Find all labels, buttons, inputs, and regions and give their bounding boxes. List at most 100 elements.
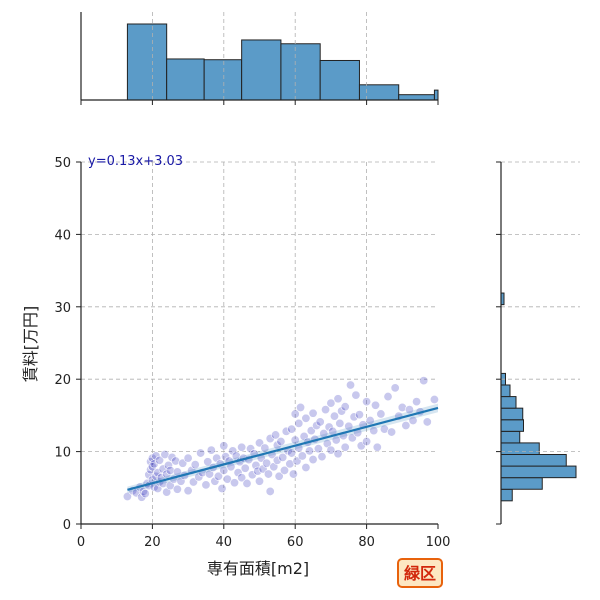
scatter-point [247, 470, 257, 480]
scatter-point [137, 492, 147, 502]
scatter-point [422, 417, 432, 427]
scatter-point [315, 417, 325, 427]
x-tick-label: 0 [77, 535, 85, 550]
right-histogram-bar [500, 396, 517, 409]
scatter-point [313, 444, 323, 454]
x-tick-label: 40 [216, 535, 233, 550]
scatter-point [160, 449, 170, 459]
scatter-point [278, 452, 288, 462]
scatter-point [362, 397, 372, 407]
scatter-point [335, 418, 345, 428]
scatter-point [237, 442, 247, 452]
badge-box [397, 558, 443, 588]
scatter-point [369, 426, 379, 436]
scatter-point [233, 468, 243, 478]
scatter-point [240, 463, 250, 473]
scatter-point [290, 409, 300, 419]
top-histogram-bar [433, 89, 439, 101]
y-tick-label: 40 [54, 228, 71, 243]
scatter-point [176, 476, 186, 486]
scatter-point [317, 452, 327, 462]
scatter-point [404, 405, 414, 415]
scatter-point [201, 480, 211, 490]
scatter-point [412, 397, 422, 407]
scatter-point [390, 383, 400, 393]
scatter-point [155, 455, 165, 465]
scatter-point [340, 402, 350, 412]
scatter-point [285, 459, 295, 469]
scatter-point [262, 458, 272, 468]
scatter-point [163, 460, 173, 470]
top-histogram-bar [280, 43, 321, 101]
right-histogram-bar [500, 384, 511, 398]
right-histogram [500, 292, 577, 502]
scatter-point [253, 466, 263, 476]
top-histogram-bar [126, 23, 168, 101]
scatter-point [279, 465, 289, 475]
scatter-point [371, 400, 381, 410]
scatter-point [219, 465, 229, 475]
scatter-point [287, 424, 297, 434]
scatter-point [401, 421, 411, 431]
scatter-point [340, 442, 350, 452]
scatter-points [122, 376, 439, 502]
scatter-point [272, 455, 282, 465]
scatter-point [263, 469, 273, 479]
scatter-point [354, 410, 364, 420]
scatter-point [196, 448, 206, 458]
scatter-point [299, 431, 309, 441]
district-badge: 緑区 [397, 558, 443, 588]
scatter-point [304, 446, 314, 456]
scatter-point [383, 392, 393, 402]
scatter-point [246, 444, 256, 454]
x-axis-title: 専有面積[m2] [207, 559, 309, 578]
scatter-point [365, 415, 375, 425]
scatter-point [290, 435, 300, 445]
scatter-point [397, 402, 407, 412]
scatter-point [251, 460, 261, 470]
scatter-point [296, 402, 306, 412]
x-tick-labels: 0 20 40 60 80 100 [77, 100, 451, 550]
scatter-point [162, 469, 172, 479]
scatter-point [167, 452, 177, 462]
scatter-point [190, 460, 200, 470]
right-histogram-bar [500, 407, 524, 421]
y-axis-title: 賃料[万円] [21, 306, 40, 383]
x-tick-label: 20 [144, 535, 161, 550]
axes [80, 12, 502, 525]
scatter-point [379, 424, 389, 434]
scatter-point [288, 469, 298, 479]
scatter-point [140, 489, 150, 499]
y-tick-label: 10 [54, 446, 71, 461]
top-histogram-bar [319, 59, 360, 101]
y-tick-label: 0 [63, 518, 71, 533]
x-tick-label: 100 [426, 535, 451, 550]
scatter-point [276, 436, 286, 446]
badge-label: 緑区 [404, 564, 436, 583]
scatter-point [346, 380, 356, 390]
x-tick-label: 60 [287, 535, 304, 550]
scatter-point [183, 453, 193, 463]
top-histogram-bar [166, 58, 205, 101]
scatter-point [210, 476, 220, 486]
scatter-point [206, 445, 216, 455]
scatter-point [122, 491, 132, 501]
scatter-point [333, 449, 343, 459]
scatter-point [308, 408, 318, 418]
y-tick-label: 20 [54, 373, 71, 388]
top-histogram [126, 23, 439, 101]
scatter-point [372, 442, 382, 452]
top-histogram-bar [358, 84, 400, 101]
scatter-point [213, 471, 223, 481]
scatter-point [242, 478, 252, 488]
scatter-point [351, 390, 361, 400]
scatter-point [153, 468, 163, 478]
scatter-point [203, 457, 213, 467]
top-histogram-bar [241, 39, 282, 101]
scatter-point [312, 421, 322, 431]
right-histogram-bar [500, 453, 567, 467]
right-histogram-bar [500, 465, 577, 479]
regression-line [127, 403, 439, 494]
scatter-point [301, 413, 311, 423]
